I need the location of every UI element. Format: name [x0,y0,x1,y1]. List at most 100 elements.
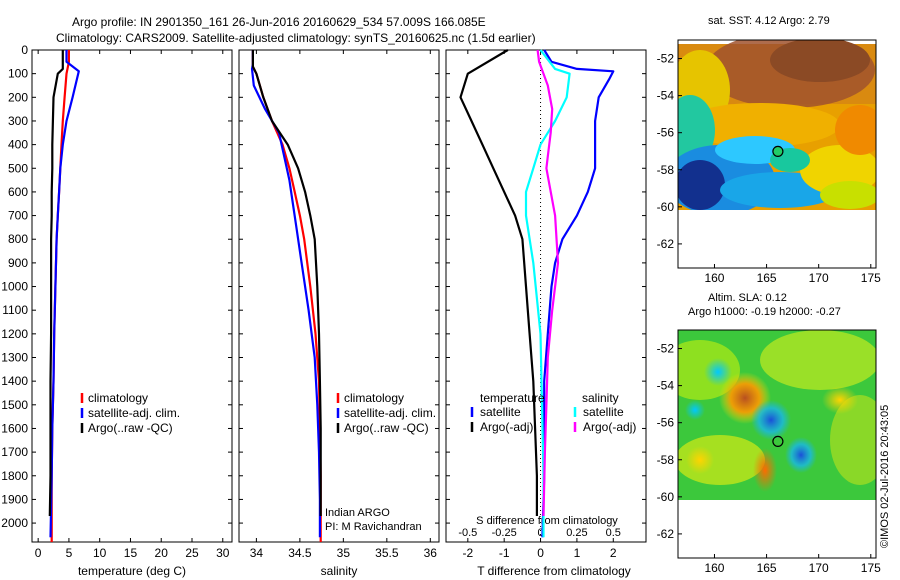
y-tick-label: 800 [8,232,28,246]
plot-frame [31,49,233,543]
y-tick-label: 1000 [1,280,28,294]
map-y-tick-label: -58 [657,163,675,177]
sla-field [678,330,876,500]
legend-label: climatology [88,391,148,405]
legend-label: satellite [583,405,624,419]
x-tick-label: 0 [35,546,42,560]
map-x-tick-label: 175 [861,561,881,575]
map-x-tick-label: 170 [809,271,829,285]
x-tick-label: 10 [93,546,107,560]
legend-label: Argo(-adj) [480,420,533,434]
map-x-tick-label: 165 [757,561,777,575]
series-line-1 [251,50,322,542]
y-tick-label: 100 [8,67,28,81]
series-line-3 [48,50,64,517]
x-tick-label: 25 [185,546,199,560]
map-x-tick-label: 170 [809,561,829,575]
y-tick-label: 700 [8,209,28,223]
legend-label: satellite-adj. clim. [344,406,436,420]
map-y-tick-label: -54 [657,379,675,393]
map-x-tick-label: 165 [757,271,777,285]
x-tick-label: 35.5 [375,546,399,560]
map-y-tick-label: -56 [657,416,675,430]
x-tick-label: 2 [610,546,617,560]
series-line-3 [524,49,571,538]
y-tick-label: 600 [8,185,28,199]
legend-label: Argo(-adj) [583,420,636,434]
x-tick-label: 34.5 [288,546,312,560]
series-line-2 [459,49,539,516]
legend-label: Argo(..raw -QC) [344,421,429,435]
x-tick-label: -1 [499,546,510,560]
sst-map-axes: 160 165 170 175 -52 -54 -56 -58 -60 -62 [657,39,881,285]
x-tick-label: 15 [124,546,138,560]
map-x-tick-label: 160 [704,271,724,285]
map-y-tick-label: -54 [657,89,675,103]
y-tick-label: 400 [8,138,28,152]
plot-frame [238,49,440,543]
y-tick-label: 0 [21,43,28,57]
y-tick-label: 1800 [1,469,28,483]
y-tick-label: 1200 [1,327,28,341]
y-tick-label: 900 [8,256,28,270]
header-line-2: Climatology: CARS2009. Satellite-adjuste… [56,31,536,45]
sla-map: Altim. SLA: 0.12 Argo h1000: -0.19 h2000… [657,292,881,575]
map-y-tick-label: -52 [657,342,675,356]
argo-float-marker [772,145,784,157]
map-y-tick-label: -56 [657,126,675,140]
x-axis-label: salinity [321,564,358,578]
x-axis-label: T difference from climatology [477,564,631,578]
y-tick-label: 1600 [1,421,28,435]
map-frame [677,329,877,559]
y-tick-label: 1700 [1,445,28,459]
map-x-tick-label: 175 [861,271,881,285]
legend-header-salinity: salinity [582,391,619,405]
map-y-tick-label: -62 [657,237,675,251]
x-tick-label: 34 [250,546,264,560]
y-tick-label: 1400 [1,374,28,388]
salinity-diff-tick-label: 0.5 [606,527,621,539]
map-y-tick-label: -58 [657,453,675,467]
x-axis-label: temperature (deg C) [78,564,186,578]
salinity-diff-tick-label: -0.25 [492,527,517,539]
header-line-1: Argo profile: IN 2901350_161 26-Jun-2016… [72,15,486,29]
legend-label: satellite-adj. clim. [88,406,180,420]
y-tick-label: 1300 [1,351,28,365]
legend-label: climatology [344,391,404,405]
y-tick-label: 1500 [1,398,28,412]
salinity-diff-tick-label: -0.5 [458,527,477,539]
series-line-2 [49,50,80,538]
temperature-profile-chart: 0100200300400500600700800900100011001200… [1,43,233,578]
map-y-tick-label: -52 [657,52,675,66]
series-line-2 [250,50,321,538]
y-tick-label: 1100 [2,303,28,317]
legend-label: Argo(..raw -QC) [88,421,173,435]
pi-annotation: Indian ARGO [325,507,390,519]
pi-annotation: PI: M Ravichandran [325,521,422,533]
map-y-tick-label: -60 [657,490,675,504]
sst-map-title: sat. SST: 4.12 Argo: 2.79 [708,15,830,27]
y-tick-label: 300 [8,114,28,128]
salinity-diff-tick-label: 0 [537,527,543,539]
plot-frame [445,49,647,543]
argo-float-marker-sla [772,435,784,447]
x-tick-label: 36 [424,546,438,560]
y-tick-label: 200 [8,90,28,104]
salinity-diff-axis-label: S difference from climatology [476,515,618,527]
sla-map-axes: 160 165 170 175 -52 -54 -56 -58 -60 -62 [657,329,881,575]
x-tick-label: 1 [574,546,581,560]
map-x-tick-label: 160 [704,561,724,575]
map-frame [677,39,877,269]
legend-header-temperature: temperature [480,391,545,405]
sst-map: sat. SST: 4.12 Argo: 2.79 160 165 170 175 -5… [657,15,881,285]
y-tick-label: 500 [8,161,28,175]
series-line-3 [251,50,322,516]
salinity-profile-chart: 34 34.5 35 35.5 36 salinity climatologysatelli… [238,49,440,578]
map-y-tick-label: -62 [657,527,675,541]
series-line-4 [536,49,560,517]
x-tick-label: 35 [337,546,351,560]
difference-profile-chart: -2 -1 0 1 2 T difference from climatology -0.5… [445,49,647,578]
x-tick-label: 5 [66,546,73,560]
x-tick-label: 20 [155,546,169,560]
